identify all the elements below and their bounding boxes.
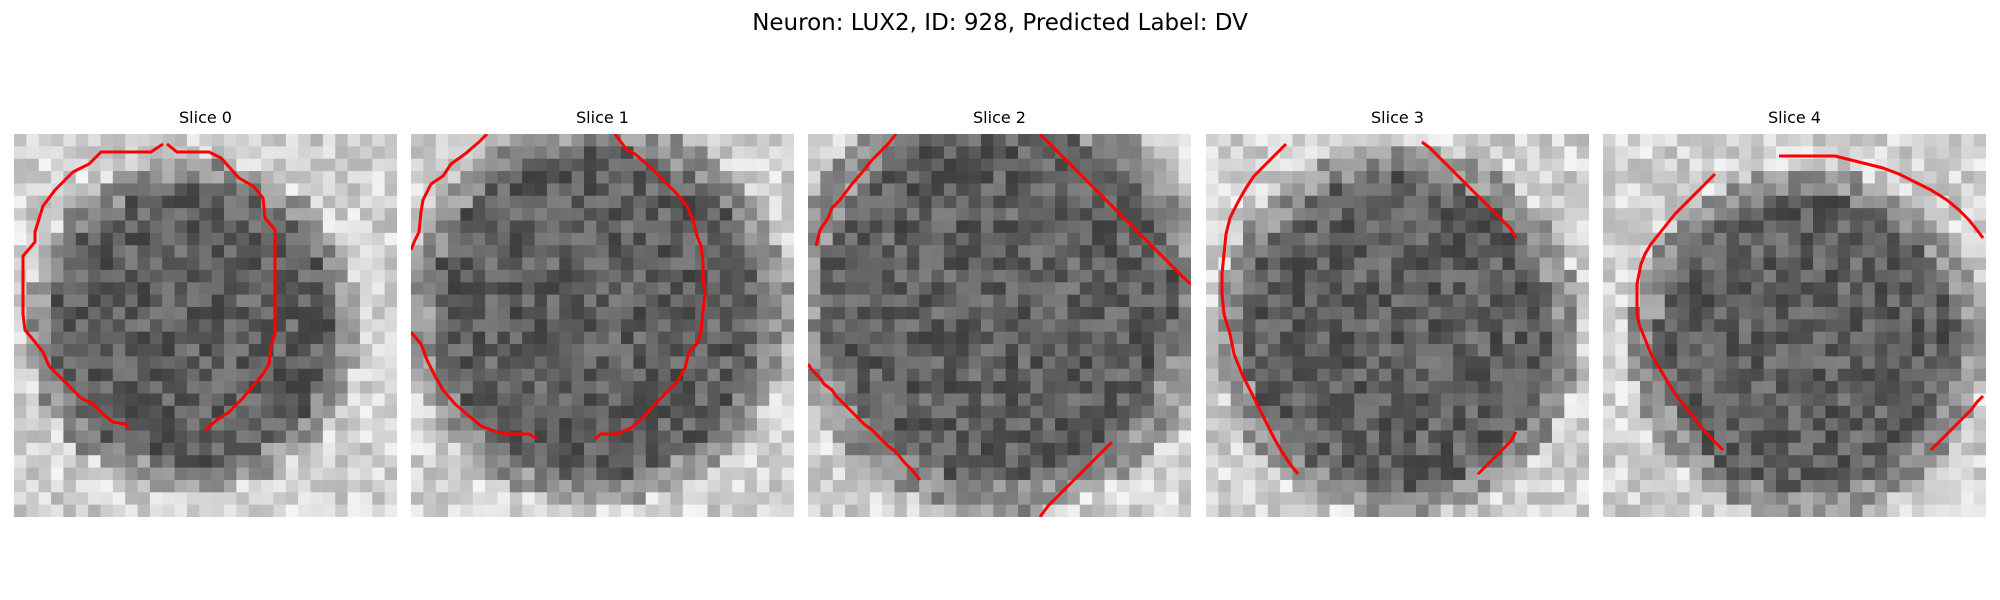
slice-panel-2: Slice 2 (808, 108, 1191, 517)
contour-segment (1220, 142, 1300, 475)
slice-panel-4: Slice 4 (1603, 108, 1986, 517)
contour-lines-0 (21, 142, 277, 432)
contour-lines-2 (808, 134, 1191, 517)
contour-segment (1779, 154, 1985, 239)
contour-segment (411, 331, 538, 441)
figure-title: Neuron: LUX2, ID: 928, Predicted Label: … (752, 10, 1248, 36)
microscopy-pixels-4 (1603, 134, 1986, 517)
slice-image-0 (14, 134, 397, 517)
slice-image-3 (1206, 134, 1589, 517)
microscopy-pixels-2 (808, 134, 1191, 517)
contour-segment (1038, 440, 1114, 517)
slice-title-1: Slice 1 (576, 108, 629, 127)
slice-title-3: Slice 3 (1371, 108, 1424, 127)
slice-title-2: Slice 2 (973, 108, 1026, 127)
slice-title-0: Slice 0 (179, 108, 232, 127)
contour-segment (1421, 140, 1518, 239)
contour-lines-1 (411, 134, 707, 441)
contour-segment (411, 134, 489, 251)
contour-segment (1476, 431, 1518, 476)
slice-title-4: Slice 4 (1768, 108, 1821, 127)
contour-segment (808, 363, 922, 481)
contour-segment (21, 142, 164, 430)
contour-segment (166, 142, 277, 432)
contour-segment (1038, 134, 1191, 286)
contour-segment (814, 134, 898, 247)
contour-segment (1929, 394, 1985, 452)
microscopy-pixels-1 (411, 134, 794, 517)
slice-image-2 (808, 134, 1191, 517)
contour-lines-4 (1635, 154, 1985, 452)
microscopy-pixels-0 (14, 134, 397, 517)
slice-image-1 (411, 134, 794, 517)
slice-panel-0: Slice 0 (14, 108, 397, 517)
slice-panel-1: Slice 1 (411, 108, 794, 517)
contour-segment (1635, 172, 1725, 452)
microscopy-pixels-3 (1206, 134, 1589, 517)
slice-image-4 (1603, 134, 1986, 517)
contour-segment (594, 134, 707, 441)
contour-lines-3 (1220, 140, 1518, 476)
slice-panel-3: Slice 3 (1206, 108, 1589, 517)
